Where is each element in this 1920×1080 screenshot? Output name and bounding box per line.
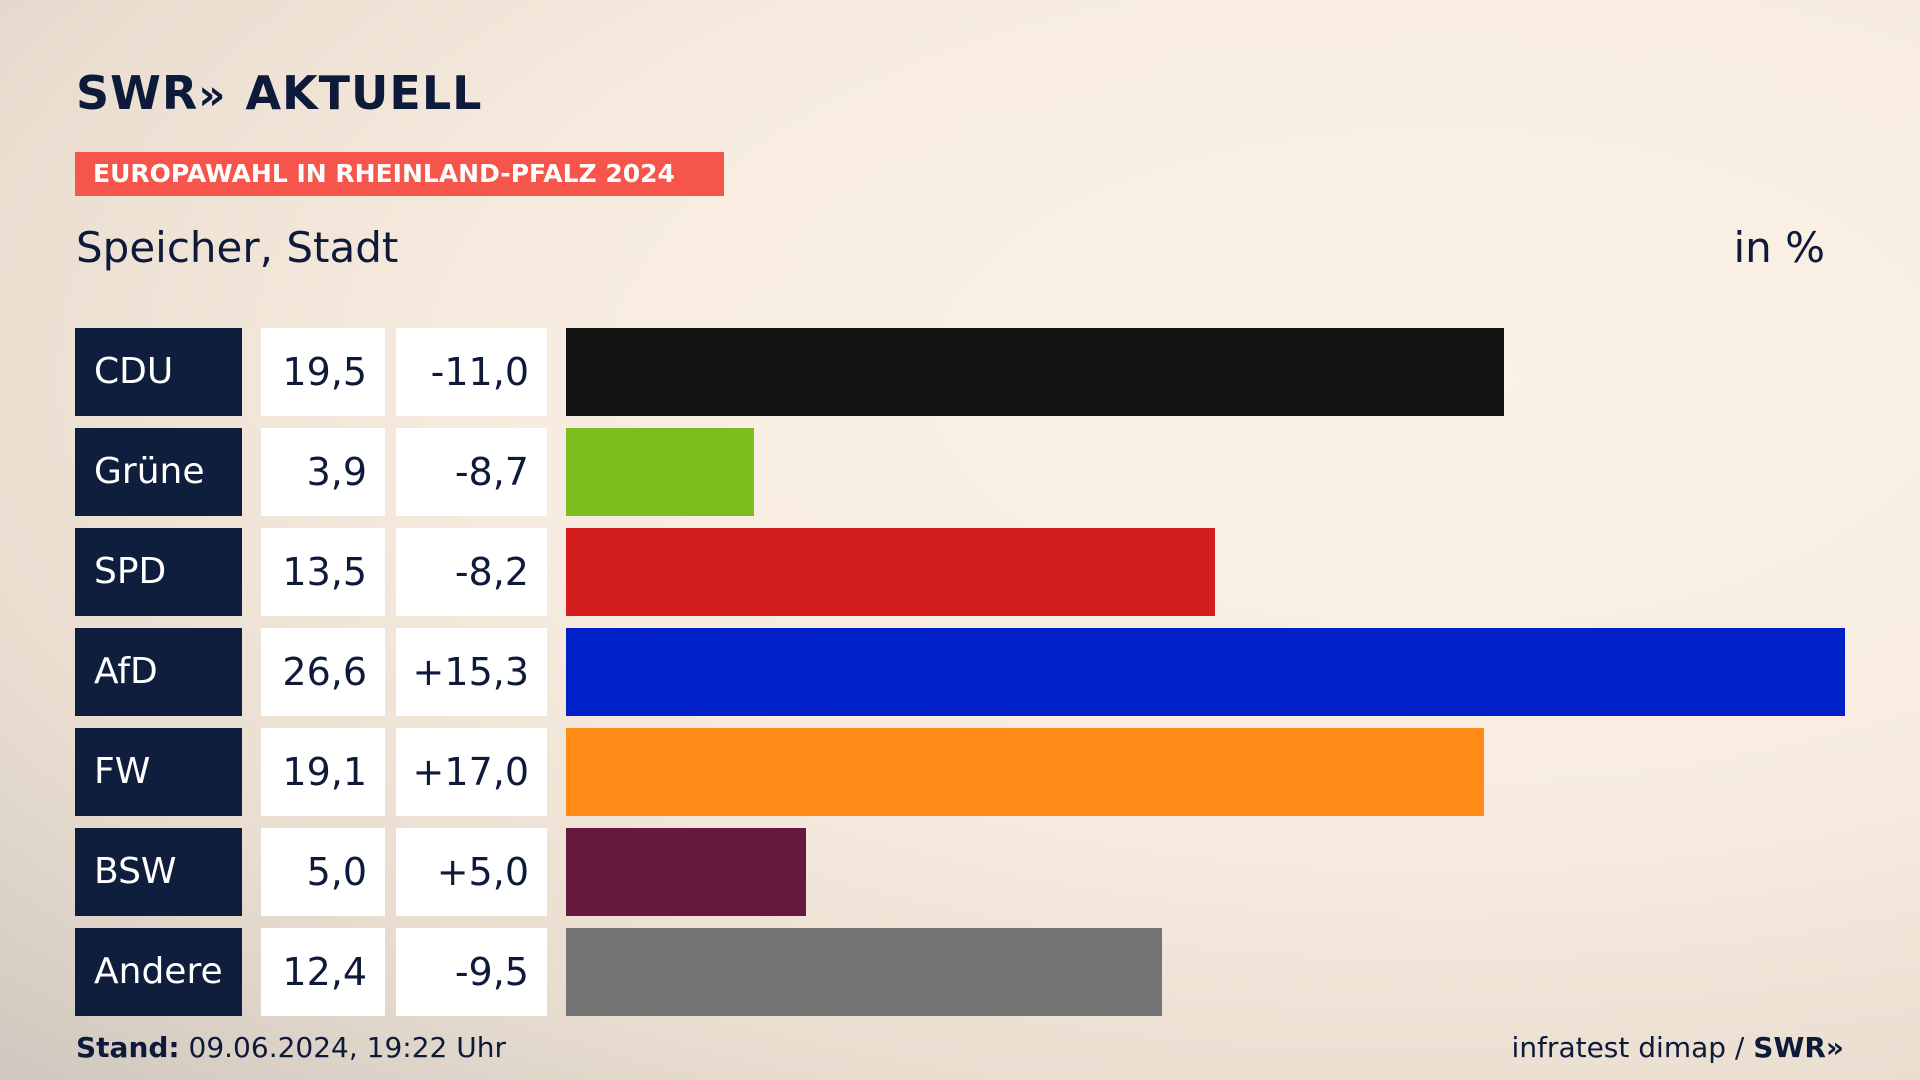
result-bar xyxy=(566,728,1484,816)
stand-label: Stand: xyxy=(76,1031,180,1064)
vote-share-label: 5,0 xyxy=(261,828,385,916)
result-bar xyxy=(566,628,1845,716)
stand-value: 09.06.2024, 19:22 Uhr xyxy=(188,1031,506,1064)
source-text: infratest dimap / xyxy=(1511,1031,1745,1064)
unit-label: in % xyxy=(1733,223,1825,272)
vote-share-label: 3,9 xyxy=(261,428,385,516)
change-label: -8,2 xyxy=(396,528,547,616)
party-label: Andere xyxy=(75,928,242,1016)
change-label: -11,0 xyxy=(396,328,547,416)
vote-share-label: 19,5 xyxy=(261,328,385,416)
party-label: BSW xyxy=(75,828,242,916)
change-label: -9,5 xyxy=(396,928,547,1016)
party-label: FW xyxy=(75,728,242,816)
vote-share-label: 19,1 xyxy=(261,728,385,816)
location-title: Speicher, Stadt xyxy=(76,223,399,272)
party-label: SPD xyxy=(75,528,242,616)
result-bar xyxy=(566,428,754,516)
vote-share-label: 13,5 xyxy=(261,528,385,616)
party-label: CDU xyxy=(75,328,242,416)
vote-share-label: 26,6 xyxy=(261,628,385,716)
result-row: Grüne 3,9 -8,7 xyxy=(75,428,1845,516)
election-banner: EUROPAWAHL IN RHEINLAND-PFALZ 2024 xyxy=(75,152,724,196)
result-row: FW 19,1 +17,0 xyxy=(75,728,1845,816)
party-label: AfD xyxy=(75,628,242,716)
vote-share-label: 12,4 xyxy=(261,928,385,1016)
result-row: SPD 13,5 -8,2 xyxy=(75,528,1845,616)
swr-aktuell-logo: SWR» AKTUELL xyxy=(76,68,482,120)
change-label: +15,3 xyxy=(396,628,547,716)
result-bar xyxy=(566,828,806,916)
change-label: +17,0 xyxy=(396,728,547,816)
party-label: Grüne xyxy=(75,428,242,516)
source-brand: SWR xyxy=(1753,1031,1826,1064)
result-bar xyxy=(566,528,1215,616)
result-row: Andere 12,4 -9,5 xyxy=(75,928,1845,1016)
chevrons-icon: » xyxy=(1825,1031,1844,1064)
result-row: BSW 5,0 +5,0 xyxy=(75,828,1845,916)
result-bar xyxy=(566,328,1504,416)
result-row: CDU 19,5 -11,0 xyxy=(75,328,1845,416)
logo-brand: SWR xyxy=(76,66,199,120)
change-label: -8,7 xyxy=(396,428,547,516)
result-bar xyxy=(566,928,1162,1016)
result-row: AfD 26,6 +15,3 xyxy=(75,628,1845,716)
source-credit: infratest dimap / SWR» xyxy=(1512,1030,1844,1066)
change-label: +5,0 xyxy=(396,828,547,916)
logo-product: AKTUELL xyxy=(245,66,483,120)
timestamp: Stand: 09.06.2024, 19:22 Uhr xyxy=(76,1030,506,1066)
